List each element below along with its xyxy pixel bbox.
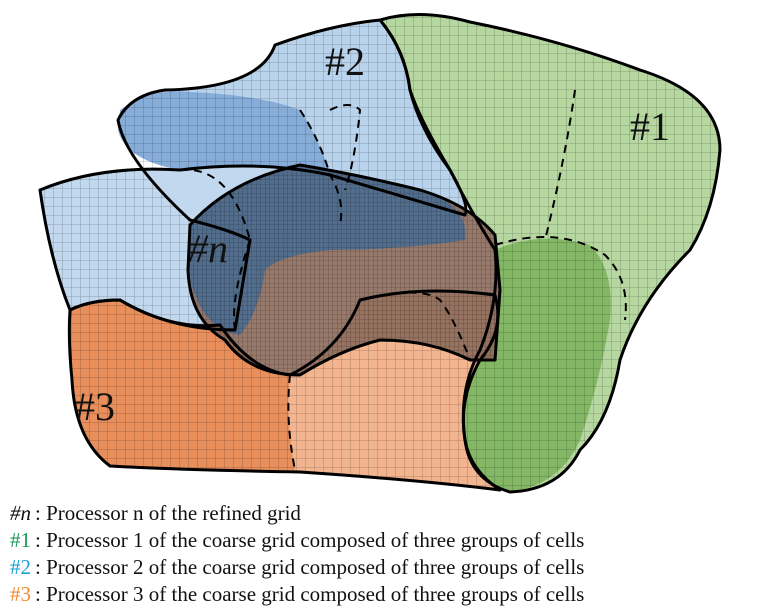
legend-text: : Processor 2 of the coarse grid compose…: [35, 555, 584, 579]
legend-key: #2: [10, 555, 31, 579]
legend: #n: Processor n of the refined grid #1: …: [10, 501, 584, 606]
legend-entry: #n: Processor n of the refined grid: [10, 501, 301, 525]
region-label: #2: [325, 39, 365, 84]
legend-text: : Processor 3 of the coarse grid compose…: [35, 582, 584, 606]
legend-entry: #3: Processor 3 of the coarse grid compo…: [10, 582, 584, 606]
legend-key: #n: [10, 501, 31, 525]
region-label: #3: [75, 384, 115, 429]
refined-region: [186, 163, 502, 377]
legend-text: : Processor 1 of the coarse grid compose…: [35, 528, 584, 552]
processor-1-region: [380, 14, 720, 492]
region-label: #1: [630, 104, 670, 149]
legend-entry: #2: Processor 2 of the coarse grid compo…: [10, 555, 584, 579]
outer-outlines: [38, 13, 722, 494]
legend-key: #1: [10, 528, 31, 552]
legend-entry: #1: Processor 1 of the coarse grid compo…: [10, 528, 584, 552]
legend-text: : Processor n of the refined grid: [35, 501, 301, 525]
region-label: #n: [188, 226, 228, 271]
legend-key: #3: [10, 582, 31, 606]
